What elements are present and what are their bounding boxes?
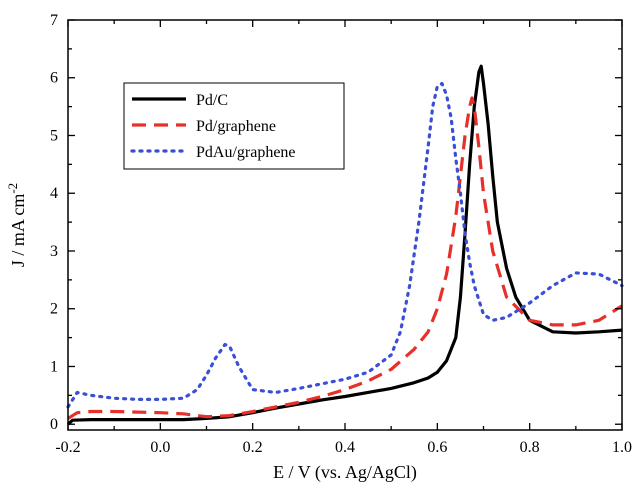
series-layer: [66, 64, 624, 426]
x-axis-ticks: -0.2 0.0 0.2 0.4 0.6 0.8 1.0: [55, 20, 632, 456]
y-tick-label: 7: [50, 12, 58, 29]
y-axis-label-sup: -2: [5, 183, 20, 194]
series-line-pdau-graphene: [66, 81, 624, 409]
y-axis-ticks: 0 1 2 3 4 5 6 7: [50, 12, 622, 433]
y-tick-label: 2: [50, 301, 58, 318]
x-tick-label: 0.4: [335, 439, 355, 456]
y-axis-label: J / mA cm-2: [5, 183, 28, 267]
legend-label: Pd/C: [196, 92, 228, 109]
y-tick-label: 6: [50, 70, 58, 87]
legend-label: PdAu/graphene: [196, 144, 296, 161]
x-tick-label: 0.8: [520, 439, 540, 456]
y-tick-label: 5: [50, 127, 58, 144]
x-axis-label: E / V (vs. Ag/AgCl): [273, 462, 417, 483]
y-tick-label: 4: [50, 185, 58, 202]
x-tick-label: 1.0: [612, 439, 632, 456]
plot-frame: [67, 19, 623, 431]
y-tick-label: 0: [50, 416, 58, 433]
y-tick-label: 1: [50, 358, 58, 375]
series-line-pd-graphene: [67, 96, 623, 420]
x-tick-label: 0.6: [427, 439, 447, 456]
legend-label: Pd/graphene: [196, 118, 276, 135]
y-tick-label: 3: [50, 243, 58, 260]
x-tick-label: 0.0: [150, 439, 170, 456]
series-line-pd-c: [66, 64, 623, 426]
x-tick-label: -0.2: [55, 439, 80, 456]
y-axis-label-main: J / mA cm: [8, 194, 28, 268]
x-tick-label: 0.2: [243, 439, 263, 456]
legend: Pd/C Pd/graphene PdAu/graphene: [123, 82, 345, 170]
